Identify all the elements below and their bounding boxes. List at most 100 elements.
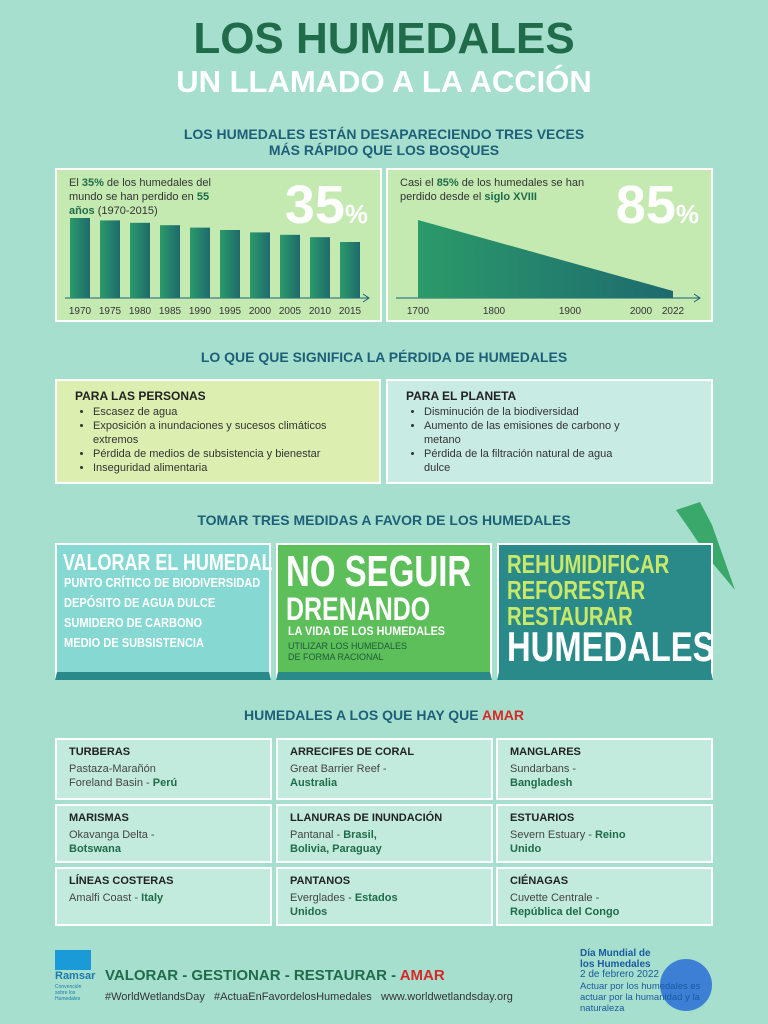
country: Perú — [152, 777, 178, 789]
meaning-panel: PARA EL PLANETA Disminución de la biodive… — [386, 379, 713, 484]
bullet-item: Disminución de la biodiversidad — [424, 405, 624, 419]
bar — [70, 218, 90, 298]
place-title: PANTANOS — [290, 875, 351, 887]
big-number: 35% — [285, 174, 368, 236]
place-name: Great Barrier Reef - — [290, 763, 387, 775]
action-card: VALORAR EL HUMEDAL PUNTO CRÍTICO DE BIODI… — [55, 543, 273, 680]
panel-text: El 35% de los humedales del mundo se han… — [69, 176, 229, 218]
place-title: LLANURAS DE INUNDACIÓN — [290, 812, 443, 824]
loss-panel: El 35% de los humedales del mundo se han… — [55, 168, 382, 322]
place-card: TURBERAS Pastaza-Marañón Foreland Basin -… — [55, 738, 272, 800]
place-card: CIÉNAGAS Cuvette Centrale - República del… — [496, 867, 713, 926]
bar — [100, 220, 120, 298]
place-name: Sundarbans - — [510, 763, 577, 775]
place-text: Amalfi Coast - Italy — [69, 891, 194, 905]
year-label: 2015 — [339, 306, 362, 317]
year-label: 2022 — [662, 306, 685, 317]
action-card: REHUMIDIFICAR REFORESTAR RESTAURAR HUMEDALE… — [497, 543, 715, 680]
bar — [310, 237, 330, 298]
panel-title: PARA LAS PERSONAS — [75, 389, 206, 403]
place-text: Pantanal - Brasil, Bolivia, Paraguay — [290, 828, 415, 856]
year-label: 2000 — [630, 306, 653, 317]
place-name: Amalfi Coast - — [69, 892, 142, 904]
emphasis: siglo XVIII — [484, 191, 537, 203]
year-label: 1800 — [483, 306, 506, 317]
text-part: de los humedales se han perdido desde el — [400, 177, 585, 203]
year-label: 1970 — [69, 306, 92, 317]
year-label: 1700 — [407, 306, 430, 317]
action-card: NO SEGUIR DRENANDO LA VIDA DE LOS HUMEDALE… — [276, 543, 492, 680]
place-name: Pastaza-Marañón Foreland Basin - — [69, 763, 156, 789]
place-text: Sundarbans - Bangladesh — [510, 762, 635, 790]
place-text: Cuvette Centrale - República del Congo — [510, 891, 635, 919]
loss-panel: Casi el 85% de los humedales se han perd… — [386, 168, 713, 322]
card-line: DEPÓSITO DE AGUA DULCE — [64, 595, 216, 610]
card-subtitle: LA VIDA DE LOS HUMEDALES — [288, 624, 446, 638]
emphasis: 35% — [81, 177, 104, 189]
emphasis: 85% — [436, 177, 459, 189]
year-label: 1985 — [159, 306, 182, 317]
text-part: Casi el — [400, 177, 437, 189]
panel-title: PARA EL PLANETA — [406, 389, 517, 403]
country: Reino Unido — [510, 829, 626, 855]
year-label: 2005 — [279, 306, 302, 317]
place-card: MARISMAS Okavanga Delta - Botswana — [55, 804, 272, 863]
slogan: VALORAR - GESTIONAR - RESTAURAR - AMAR — [105, 967, 445, 984]
day-motto: Actuar por los humedales es actuar por l… — [580, 981, 701, 1014]
big-value: 85 — [615, 175, 676, 235]
place-title: CIÉNAGAS — [510, 875, 569, 887]
bullet-list: Disminución de la biodiversidadAumento d… — [406, 405, 624, 475]
place-name: Pantanal - — [290, 829, 344, 841]
title: LOS HUMEDALES — [193, 14, 575, 63]
big-number: 85% — [616, 174, 699, 236]
year-label: 2000 — [249, 306, 272, 317]
section-heading: LO QUE QUE SIGNIFICA LA PÉRDIDA DE HUMED… — [200, 349, 568, 365]
place-card: PANTANOS Everglades - Estados Unidos — [276, 867, 493, 926]
section-heading: LOS HUMEDALES ESTÁN DESAPARECIENDO TRES … — [183, 126, 585, 142]
section-heading: TOMAR TRES MEDIDAS A FAVOR DE LOS HUMEDA… — [197, 512, 571, 528]
text-part: VALORAR - GESTIONAR - RESTAURAR - — [105, 967, 400, 984]
place-name: Okavanga Delta - — [69, 829, 155, 841]
axis-arrow — [693, 293, 701, 303]
chart: 1970 1975 1980 1985 1990 1995 2000 2005 2010 2015 — [65, 218, 370, 317]
country: Australia — [290, 777, 338, 789]
card-title: HUMEDALES — [507, 623, 715, 670]
bullet-item: Escasez de agua — [93, 405, 333, 419]
day-title: Día Mundial de los Humedales — [580, 948, 651, 970]
big-value: 35 — [284, 175, 345, 235]
card-line: MEDIO DE SUBSISTENCIA — [64, 635, 204, 650]
place-title: ARRECIFES DE CORAL — [290, 746, 415, 758]
text-part: de los humedales del mundo se han perdid… — [69, 177, 211, 203]
place-name: Severn Estuary - — [510, 829, 595, 841]
bar — [190, 227, 210, 298]
bullet-item: Aumento de las emisiones de carbono y me… — [424, 419, 624, 447]
year-label: 1990 — [189, 306, 212, 317]
place-text: Everglades - Estados Unidos — [290, 891, 415, 919]
card-title: VALORAR EL HUMEDAL — [63, 549, 273, 575]
place-name: Everglades - — [290, 892, 355, 904]
place-card: LÍNEAS COSTERAS Amalfi Coast - Italy — [55, 867, 272, 926]
place-text: Pastaza-Marañón Foreland Basin - Perú — [69, 762, 194, 790]
card-line: REFORESTAR — [507, 575, 646, 605]
bullet-item: Pérdida de medios de subsistencia y bien… — [93, 447, 333, 461]
country: Botswana — [69, 843, 121, 855]
year-label: 1975 — [99, 306, 122, 317]
bullet-list: Escasez de aguaExposición a inundaciones… — [75, 405, 333, 475]
country: Italy — [141, 892, 164, 904]
place-text: Okavanga Delta - Botswana — [69, 828, 194, 856]
country: Brasil, Bolivia, Paraguay — [290, 829, 382, 855]
country: República del Congo — [510, 906, 620, 918]
card-line: PUNTO CRÍTICO DE BIODIVERSIDAD — [64, 575, 261, 590]
text-part: El — [69, 177, 82, 189]
panel-text: Casi el 85% de los humedales se han perd… — [400, 176, 600, 204]
card-line: SUMIDERO DE CARBONO — [64, 615, 203, 630]
big-unit: % — [344, 199, 368, 229]
day-date: 2 de febrero 2022 — [580, 969, 659, 980]
year-label: 1900 — [559, 306, 582, 317]
text-part: (1970-2015) — [94, 205, 158, 217]
card-line: RESTAURAR — [507, 601, 633, 631]
place-title: LÍNEAS COSTERAS — [69, 875, 174, 887]
footer-link: #ActuaEnFavordelosHumedales — [214, 991, 372, 1003]
bar — [220, 230, 240, 298]
